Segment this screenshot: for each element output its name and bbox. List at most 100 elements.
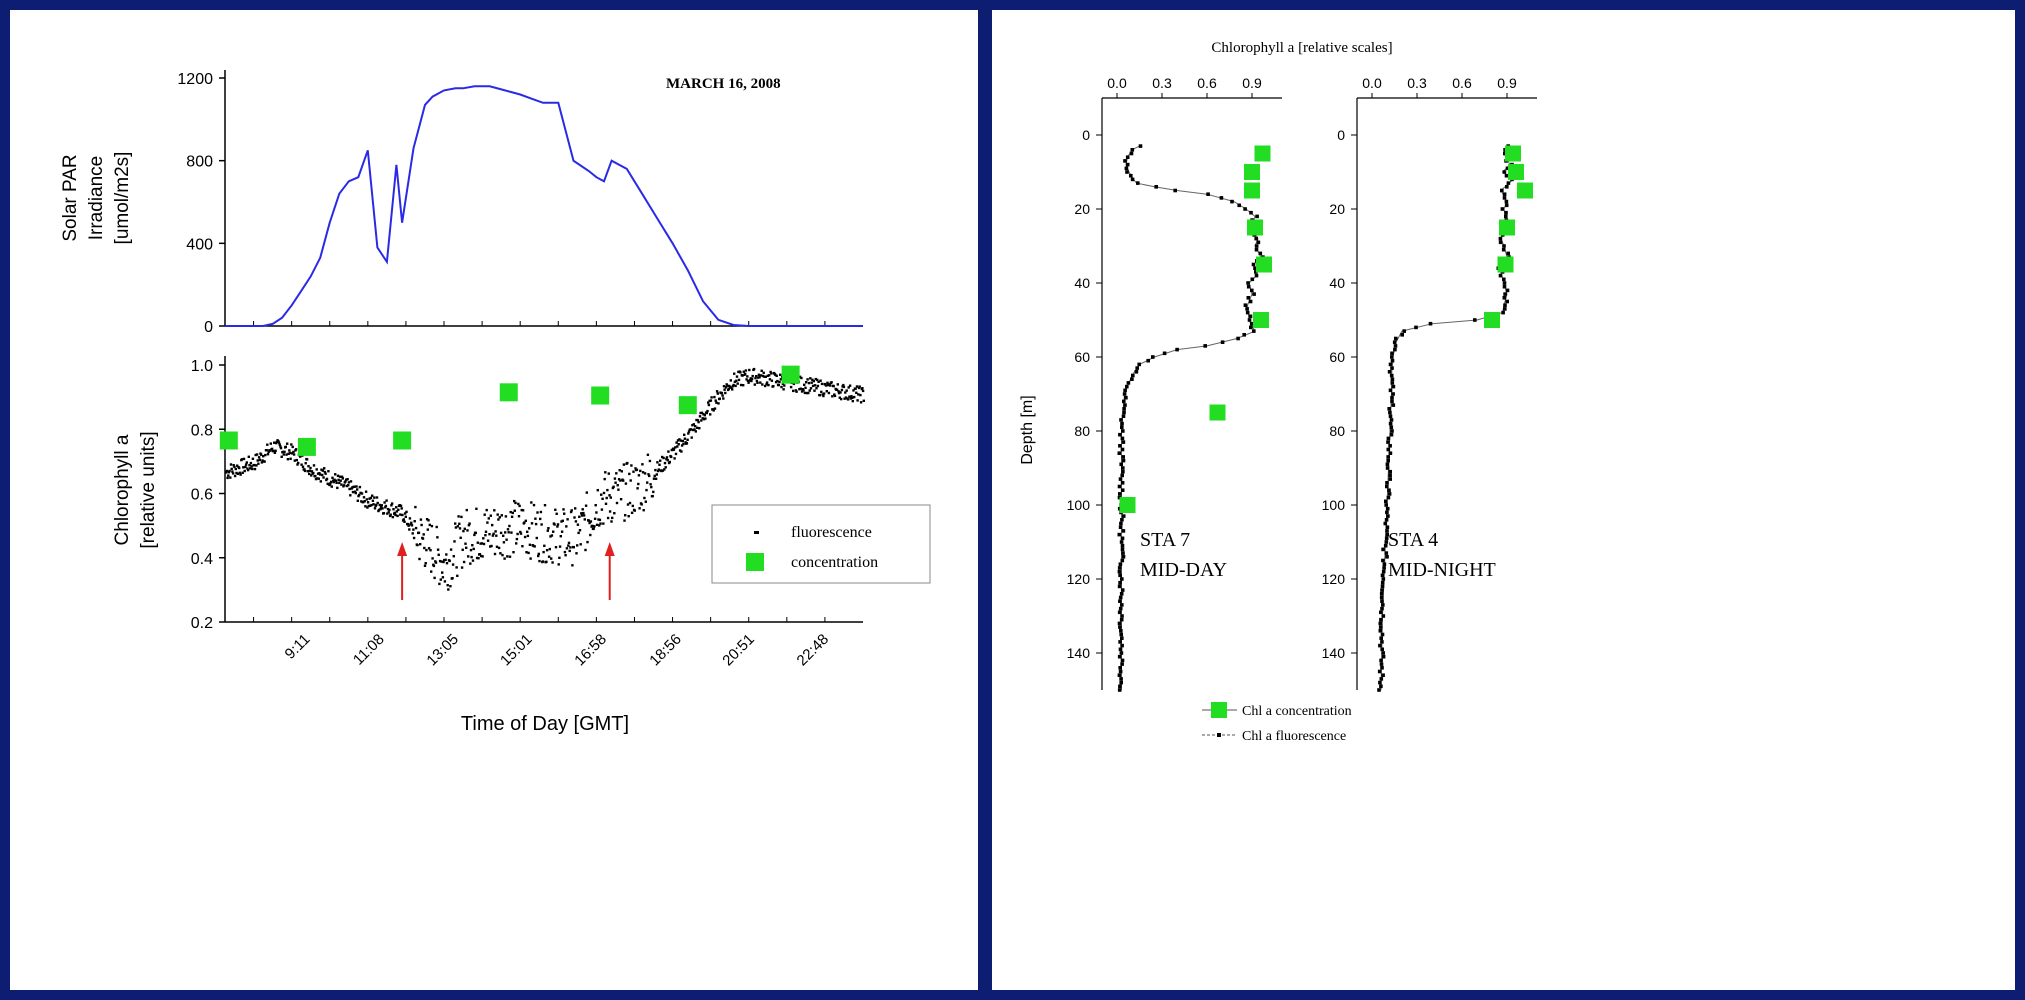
sta7-sublabel: MID-DAY: [1140, 559, 1227, 581]
fluorescence-point: [417, 531, 421, 534]
depth-xtick-label: 0.9: [1497, 75, 1517, 91]
fluorescence-point: [484, 530, 488, 533]
fluorescence-point: [240, 458, 244, 461]
fluorescence-point: [652, 490, 655, 494]
par-ytick-label: 800: [186, 154, 213, 171]
fluorescence-point: [681, 439, 684, 443]
fluorescence-profile-point: [1254, 273, 1259, 278]
fluorescence-point: [464, 542, 467, 545]
fluorescence-point: [831, 395, 834, 398]
fluorescence-point: [519, 532, 523, 535]
fluorescence-point: [517, 515, 521, 518]
fluorescence-profile-point: [1386, 495, 1391, 500]
fluorescence-profile-point: [1129, 151, 1134, 156]
fluorescence-point: [454, 522, 457, 525]
fluorescence-point: [438, 582, 441, 586]
fluorescence-profile-point: [1118, 595, 1123, 600]
par-irradiance-line: [225, 85, 863, 327]
fluorescence-point: [674, 446, 677, 449]
fluorescence-profile-point: [1390, 399, 1394, 404]
fluorescence-point: [742, 370, 745, 373]
concentration-profile-point: [1247, 219, 1263, 236]
fluorescence-point: [245, 461, 248, 464]
fluorescence-profile-point: [1242, 333, 1246, 337]
fluorescence-point: [698, 427, 701, 430]
depth-ytick-label: 60: [1074, 349, 1090, 365]
fluorescence-point: [695, 418, 698, 422]
fluorescence-point: [306, 470, 309, 473]
fluorescence-profile-point: [1125, 155, 1130, 159]
fluorescence-point: [251, 457, 255, 460]
fluorescence-profile-point: [1381, 558, 1385, 563]
fluorescence-point: [665, 456, 669, 459]
fluorescence-point: [810, 381, 813, 384]
fluorescence-point: [809, 377, 812, 380]
fluorescence-point: [358, 493, 361, 497]
fluorescence-point: [465, 546, 468, 549]
fluorescence-profile-point: [1255, 214, 1259, 219]
fluorescence-point: [725, 383, 728, 386]
fluorescence-profile-point: [1121, 514, 1126, 518]
fluorescence-profile-point: [1379, 677, 1384, 681]
fluorescence-point: [472, 547, 475, 551]
fluorescence-point: [692, 423, 695, 426]
fluorescence-point: [857, 393, 860, 396]
fluorescence-point: [622, 479, 625, 482]
fluorescence-point: [643, 496, 646, 500]
fluorescence-point: [279, 446, 283, 450]
fluorescence-point: [600, 493, 603, 496]
fluorescence-point: [589, 533, 592, 537]
fluorescence-profile-point: [1387, 370, 1392, 374]
fluorescence-profile-point: [1154, 185, 1158, 189]
fluorescence-point: [347, 481, 351, 484]
fluorescence-point: [855, 391, 858, 394]
fluorescence-point: [284, 445, 287, 448]
fluorescence-profile-point: [1504, 210, 1508, 215]
fluorescence-point: [814, 377, 817, 381]
fluorescence-point: [563, 550, 567, 554]
fluorescence-profile-point: [1120, 481, 1125, 485]
fluorescence-point: [366, 501, 370, 504]
fluorescence-point: [630, 511, 634, 514]
fluorescence-point: [369, 496, 373, 500]
fluorescence-profile-point: [1379, 617, 1383, 622]
fluorescence-point: [842, 385, 846, 389]
depth-ytick-label: 40: [1329, 275, 1345, 291]
fluorescence-profile-point: [1119, 651, 1124, 655]
fluorescence-profile-point: [1377, 688, 1381, 692]
right-chart-panel: Chlorophyll a [relative scales] Depth [m…: [992, 10, 2015, 990]
fluorescence-profile-point: [1251, 262, 1256, 267]
fluorescence-profile-point: [1502, 196, 1507, 200]
fluorescence-point: [741, 374, 744, 377]
legend-fluorescence-marker: [754, 531, 759, 534]
fluorescence-point: [536, 511, 539, 514]
fluorescence-point: [329, 480, 333, 484]
fluorescence-point: [714, 399, 717, 402]
fluorescence-profile-point: [1123, 388, 1127, 393]
fluorescence-point: [335, 481, 338, 484]
fluorescence-profile-point: [1120, 421, 1124, 426]
fluorescence-point: [646, 453, 650, 456]
par-ytick-label: 0: [204, 319, 213, 336]
fluorescence-point: [844, 396, 848, 399]
fluorescence-point: [608, 494, 611, 497]
fluorescence-profile-point: [1504, 199, 1509, 204]
fluorescence-profile-point: [1502, 284, 1507, 289]
fluorescence-point: [811, 384, 815, 388]
fluorescence-point: [694, 425, 697, 428]
fluorescence-point: [853, 395, 856, 399]
fluorescence-point: [225, 469, 229, 473]
fluorescence-point: [321, 469, 325, 472]
concentration-profile-point: [1484, 312, 1500, 328]
fluorescence-point: [303, 469, 307, 473]
fluorescence-profile-point: [1250, 288, 1254, 293]
fluorescence-point: [777, 383, 780, 387]
fluorescence-profile-point: [1252, 329, 1256, 333]
fluorescence-point: [428, 523, 431, 527]
fluorescence-point: [486, 521, 489, 524]
fluorescence-profile-point: [1390, 377, 1395, 381]
fluorescence-point: [358, 485, 362, 489]
fluorescence-point: [656, 461, 659, 464]
fluorescence-point: [680, 450, 683, 453]
fluorescence-point: [558, 545, 562, 548]
